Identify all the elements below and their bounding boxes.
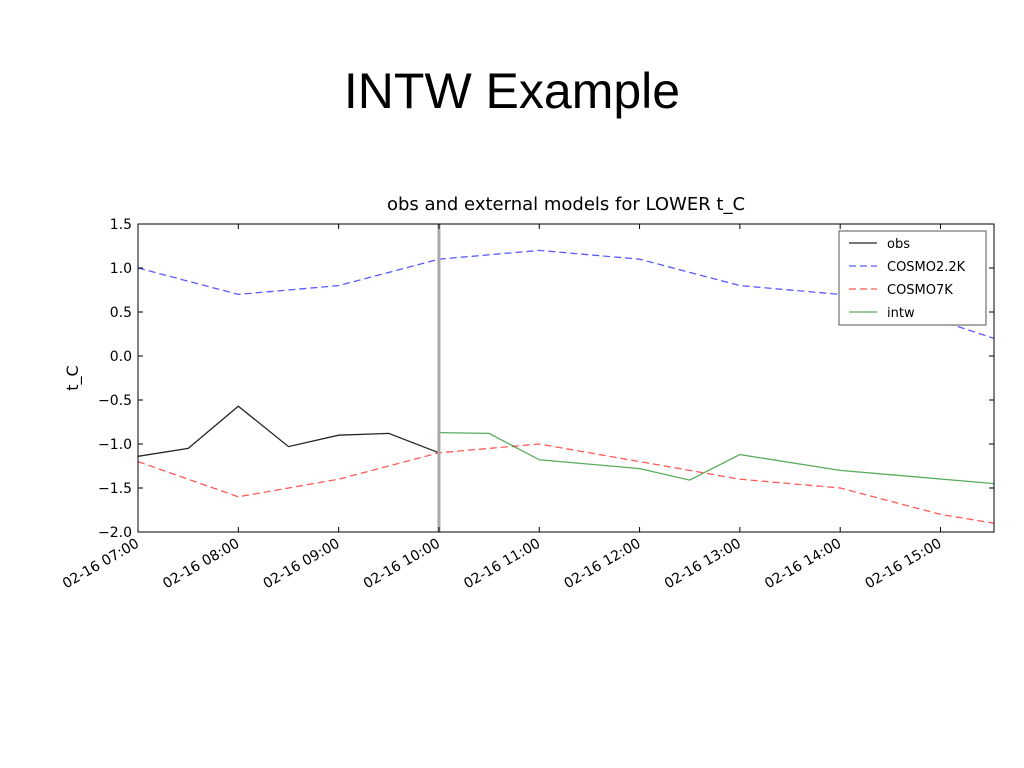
legend: obs COSMO2.2K COSMO7K intw	[838, 230, 987, 326]
x-tick-label: 02-16 14:00	[762, 536, 844, 593]
x-tick-label: 02-16 10:00	[361, 536, 443, 593]
y-axis-label: t_C	[63, 365, 83, 390]
legend-label: intw	[887, 306, 915, 321]
x-tick-label: 02-16 11:00	[461, 536, 543, 593]
x-tick-label: 02-16 13:00	[662, 536, 744, 593]
series-line-cosmo7k	[137, 443, 995, 524]
y-tick-label: −1.5	[98, 481, 132, 497]
legend-label: COSMO2.2K	[887, 260, 966, 275]
x-tick-label: 02-16 12:00	[562, 536, 644, 593]
slide-title: INTW Example	[343, 63, 681, 119]
x-tick-label: 02-16 08:00	[160, 536, 242, 593]
legend-label: obs	[887, 237, 910, 252]
legend-label: COSMO7K	[887, 283, 953, 298]
legend-box	[838, 230, 987, 326]
y-tick-label: 1.5	[110, 217, 132, 233]
x-tick-label: 02-16 07:00	[60, 536, 142, 593]
plot-frame	[137, 223, 995, 533]
x-tick-label: 02-16 09:00	[261, 536, 343, 593]
y-tick-label: −1.0	[98, 437, 132, 453]
y-tick-label: 1.0	[110, 261, 132, 277]
y-tick-label: −2.0	[98, 525, 132, 541]
y-tick-label: 0.5	[110, 305, 132, 321]
series-line-intw	[438, 431, 995, 485]
y-tick-label: −0.5	[98, 393, 132, 409]
x-tick-label: 02-16 15:00	[862, 536, 944, 593]
chart-title: obs and external models for LOWER t_C	[387, 194, 745, 215]
y-tick-label: 0.0	[110, 349, 132, 365]
series-line-obs	[137, 405, 440, 457]
